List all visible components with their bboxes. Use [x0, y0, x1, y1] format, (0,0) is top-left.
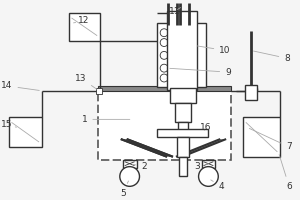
Circle shape [160, 29, 168, 37]
Bar [157, 23, 206, 87]
Bar [243, 117, 280, 157]
Text: 11: 11 [169, 7, 181, 16]
Bar [179, 157, 187, 176]
Circle shape [160, 39, 168, 47]
Bar [98, 86, 231, 91]
Text: 10: 10 [197, 46, 231, 55]
Circle shape [160, 74, 168, 82]
Bar [69, 13, 100, 41]
Text: 3: 3 [195, 162, 208, 171]
Text: 9: 9 [170, 68, 231, 77]
Circle shape [120, 167, 140, 186]
Text: 13: 13 [75, 74, 97, 89]
Polygon shape [121, 139, 173, 157]
Polygon shape [176, 139, 226, 157]
Bar [8, 117, 42, 147]
Bar [98, 88, 231, 160]
Bar [175, 103, 191, 122]
Text: 8: 8 [254, 51, 290, 63]
Bar [245, 85, 257, 100]
Text: 15: 15 [1, 120, 16, 129]
Bar [157, 129, 208, 137]
Bar [170, 88, 196, 103]
Circle shape [160, 51, 168, 59]
Text: 7: 7 [249, 128, 292, 151]
Text: 2: 2 [132, 162, 147, 171]
Text: 14: 14 [1, 81, 39, 90]
Circle shape [160, 64, 168, 72]
Circle shape [199, 167, 218, 186]
Bar [202, 160, 215, 168]
Text: 1: 1 [82, 115, 130, 124]
Bar [96, 88, 102, 94]
Text: 4: 4 [211, 180, 224, 191]
Bar [167, 11, 196, 90]
Bar [178, 122, 188, 130]
Text: 6: 6 [279, 155, 292, 191]
Bar [123, 160, 136, 168]
Text: 5: 5 [120, 181, 128, 198]
Text: 16: 16 [200, 123, 211, 132]
Text: 12: 12 [74, 16, 90, 25]
Bar [177, 137, 189, 157]
